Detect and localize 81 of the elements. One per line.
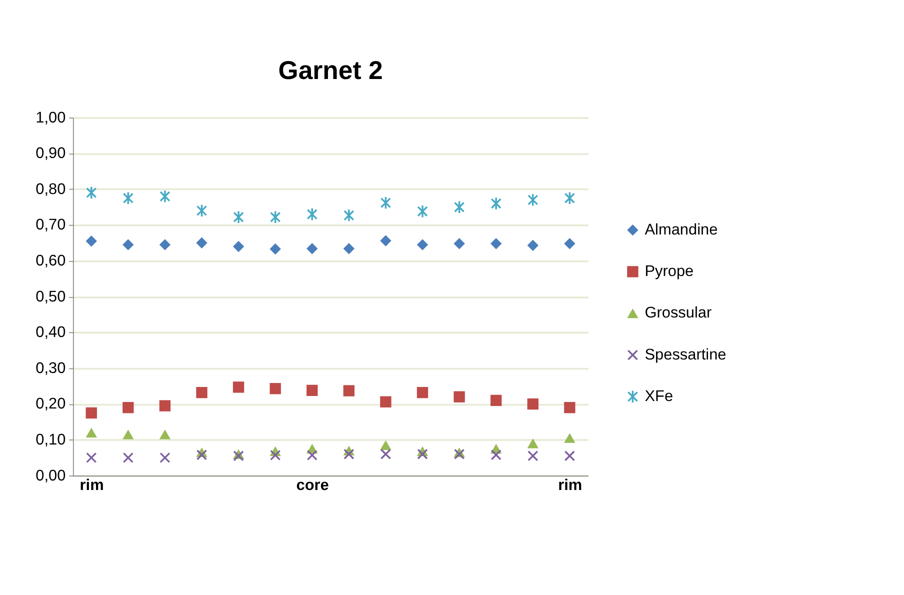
point [380, 448, 392, 460]
point [416, 386, 428, 398]
y-tick-label: 0,50 [36, 288, 66, 306]
point [196, 237, 208, 248]
y-tick-label: 0,10 [36, 432, 66, 449]
point [270, 243, 281, 255]
point [86, 236, 97, 247]
point [527, 240, 538, 252]
point [159, 239, 171, 250]
point [306, 208, 318, 221]
y-tick-label: 0,40 [36, 324, 66, 342]
point [454, 238, 465, 250]
point [380, 235, 392, 246]
point [454, 391, 465, 402]
point [306, 450, 318, 461]
point [270, 450, 281, 461]
legend-label: Spessartine [644, 346, 726, 364]
point [454, 200, 465, 214]
y-tick-label: 0,80 [36, 180, 66, 198]
point [233, 450, 244, 462]
point [159, 430, 171, 440]
legend-label: Pyrope [644, 262, 694, 280]
x-tick-label: rim [558, 476, 582, 494]
point [564, 191, 576, 205]
y-tick-label: 0,60 [36, 252, 66, 270]
point [233, 210, 244, 224]
point [196, 386, 208, 398]
point [564, 402, 576, 414]
x-tick-label: rim [80, 476, 104, 494]
point [527, 438, 538, 448]
point [343, 243, 355, 254]
point [490, 238, 502, 250]
point [86, 186, 97, 200]
point [564, 433, 576, 443]
point [122, 430, 134, 440]
point [270, 383, 281, 394]
point [122, 402, 134, 414]
legend-label: XFe [644, 388, 674, 405]
point [160, 190, 170, 204]
point [86, 452, 97, 464]
point [232, 382, 244, 393]
point [122, 452, 134, 464]
point [417, 448, 428, 460]
point [196, 449, 208, 460]
point [490, 394, 502, 406]
y-tick-label: 0,20 [36, 396, 66, 413]
point [416, 239, 428, 250]
y-tick-label: 0,00 [36, 467, 66, 484]
y-tick-label: 0,70 [36, 216, 66, 234]
point [306, 384, 318, 396]
point [159, 400, 171, 412]
point [343, 385, 355, 396]
x-tick-label: core [296, 476, 330, 494]
point [528, 193, 538, 207]
legend-label: Almandine [644, 221, 718, 238]
point [160, 452, 170, 464]
point [306, 243, 318, 254]
point [528, 450, 538, 462]
point [527, 398, 538, 410]
point [564, 238, 576, 250]
point [380, 396, 392, 408]
point [122, 239, 134, 250]
y-tick-label: 0,90 [36, 145, 66, 162]
point [490, 449, 502, 460]
point [417, 204, 428, 218]
y-tick-label: 1,00 [36, 109, 66, 126]
point [122, 191, 134, 205]
point [564, 450, 576, 462]
point [270, 210, 281, 224]
point [490, 196, 502, 210]
point [344, 208, 354, 222]
point [86, 407, 97, 419]
legend-label: Grossular [644, 304, 712, 322]
y-tick-label: 0,30 [36, 360, 66, 377]
point [380, 440, 392, 450]
point [380, 196, 392, 210]
point [86, 428, 97, 438]
chart-title: Garnet 2 [278, 56, 383, 85]
point [344, 448, 354, 460]
point [196, 204, 208, 218]
point [232, 240, 244, 252]
